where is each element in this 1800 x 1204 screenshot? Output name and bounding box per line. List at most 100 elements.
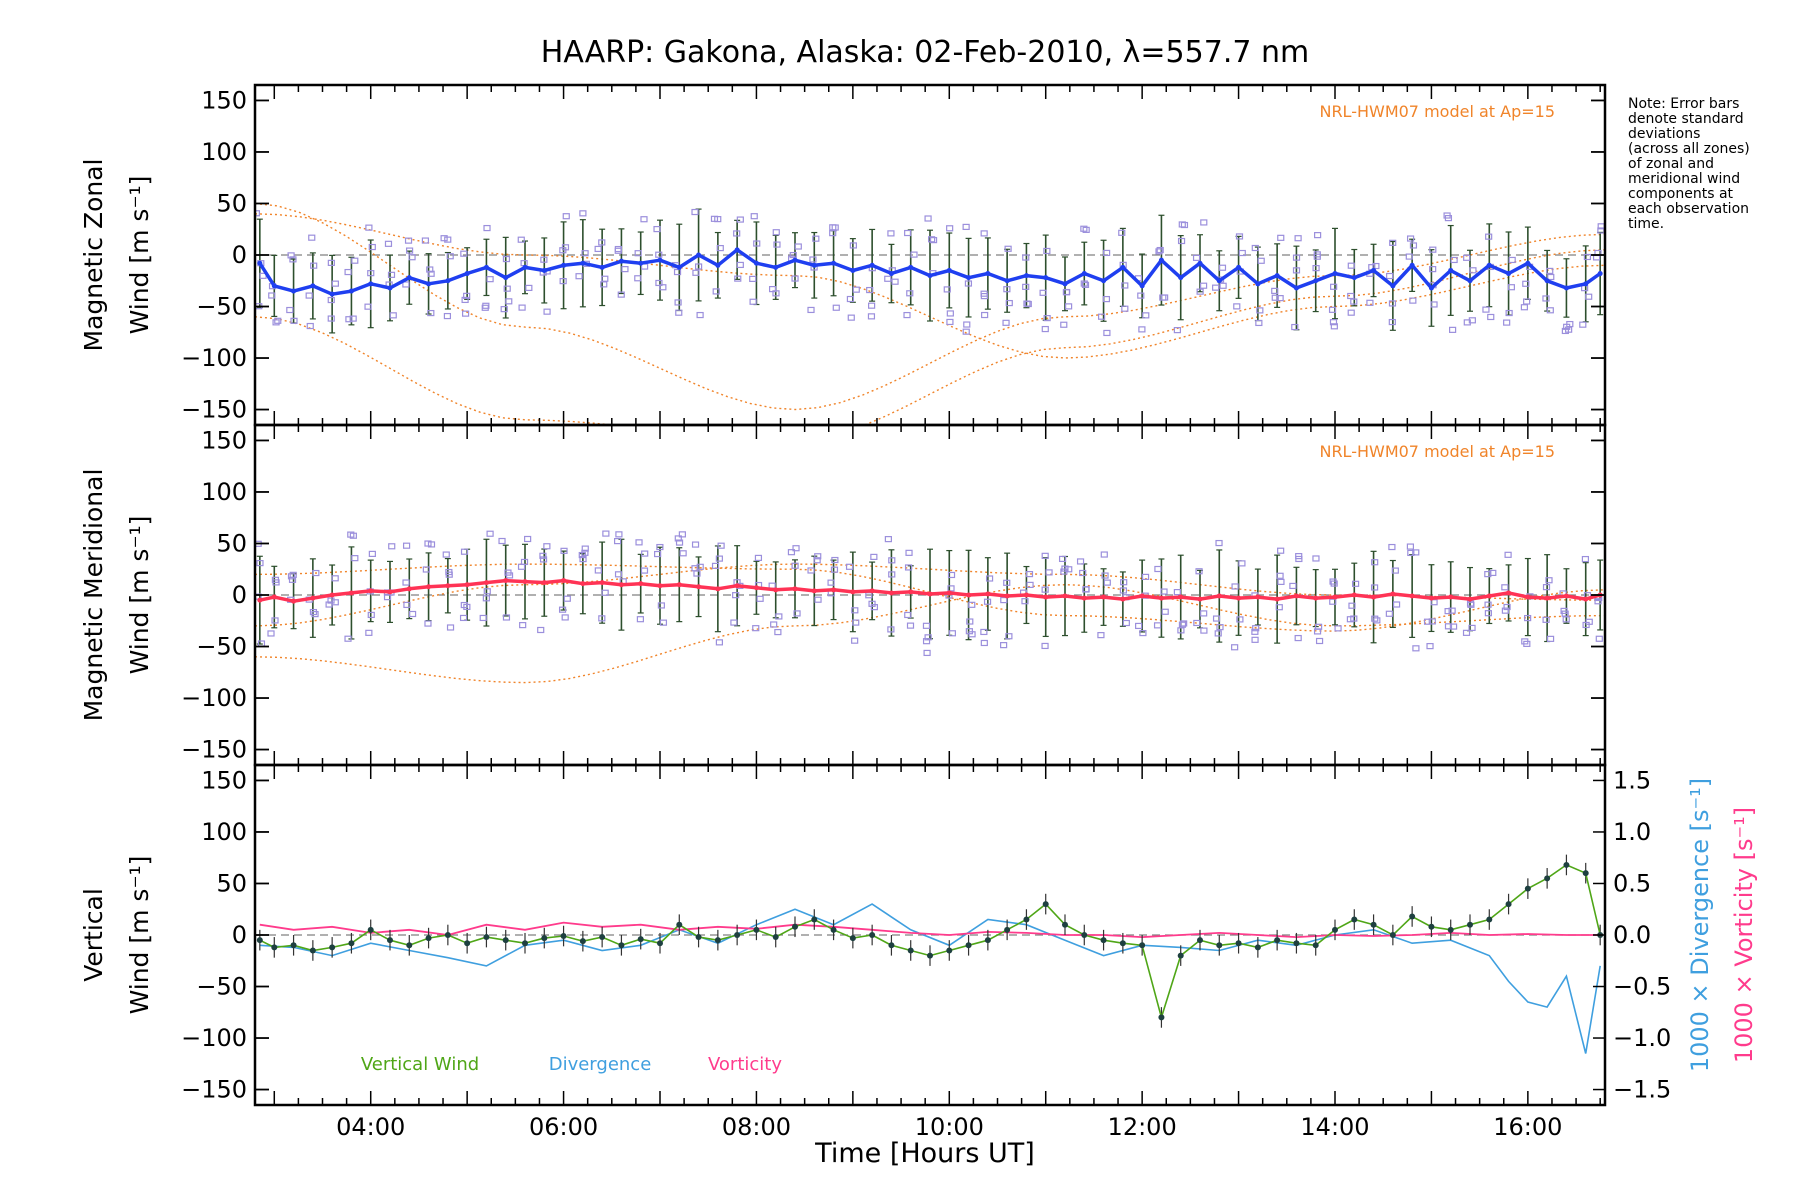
chart-title: HAARP: Gakona, Alaska: 02-Feb-2010, λ=55… bbox=[541, 35, 1309, 70]
zonal-wind-point bbox=[676, 264, 682, 270]
y-tick-label: 100 bbox=[201, 138, 247, 166]
zone-sample bbox=[594, 245, 602, 253]
vertical-wind-point bbox=[984, 937, 991, 944]
zone-sample bbox=[736, 261, 744, 269]
zonal-wind-point bbox=[1597, 271, 1603, 277]
zone-sample bbox=[1103, 249, 1111, 257]
zone-sample bbox=[312, 569, 320, 577]
zone-sample bbox=[255, 210, 260, 217]
zone-sample bbox=[442, 551, 450, 558]
zone-sample bbox=[1524, 614, 1532, 622]
meridional-wind-point bbox=[368, 588, 374, 594]
zone-sample bbox=[1097, 313, 1106, 320]
zone-sample bbox=[1407, 549, 1415, 557]
zone-sample bbox=[714, 216, 722, 223]
zone-sample bbox=[1121, 282, 1129, 289]
zone-sample bbox=[327, 259, 335, 266]
meridional-wind-point bbox=[966, 592, 972, 598]
zone-sample bbox=[891, 278, 899, 285]
zone-sample bbox=[1405, 253, 1413, 260]
zone-sample bbox=[1137, 292, 1145, 299]
zone-sample bbox=[1193, 619, 1201, 627]
zonal-wind-point bbox=[271, 283, 277, 289]
zone-sample bbox=[1594, 598, 1602, 605]
zone-sample bbox=[327, 597, 335, 604]
meridional-wind-point bbox=[657, 583, 663, 589]
vertical-wind-point bbox=[618, 942, 625, 949]
zone-sample bbox=[696, 311, 704, 319]
zone-sample bbox=[787, 549, 796, 556]
zone-sample bbox=[1561, 610, 1569, 617]
zonal-wind-point bbox=[291, 288, 297, 294]
zonal-wind-point bbox=[406, 275, 412, 281]
vertical-wind-point bbox=[1216, 942, 1223, 949]
y-tick-label: −100 bbox=[181, 344, 247, 372]
zonal-wind-point bbox=[541, 267, 547, 273]
meridional-wind-point bbox=[1043, 594, 1049, 600]
legend-item: Vorticity bbox=[708, 1054, 782, 1075]
zone-sample bbox=[1294, 634, 1302, 642]
meridional-wind-point bbox=[1158, 595, 1164, 601]
zonal-wind-point bbox=[696, 252, 702, 258]
y2-tick-label: 1.0 bbox=[1613, 818, 1651, 846]
x-tick-label: 06:00 bbox=[529, 1113, 598, 1141]
zonal-wind-point bbox=[580, 260, 586, 266]
zonal-wind-point bbox=[753, 260, 759, 266]
zone-sample bbox=[271, 617, 279, 624]
zone-sample bbox=[968, 601, 976, 608]
vertical-wind-point bbox=[965, 942, 972, 949]
zone-sample bbox=[1347, 262, 1355, 269]
zone-sample bbox=[517, 236, 525, 243]
y-tick-label: −50 bbox=[196, 973, 247, 1001]
zone-sample bbox=[482, 595, 490, 602]
zone-sample bbox=[867, 313, 876, 320]
zone-sample bbox=[851, 637, 859, 644]
panel-vertical: Vertical Wind Divergence Vorticity 1.5 1.0 0.… bbox=[79, 763, 1758, 1107]
zone-sample bbox=[829, 230, 837, 237]
zone-sample bbox=[943, 286, 951, 293]
zone-sample bbox=[563, 595, 571, 602]
zone-sample bbox=[752, 625, 760, 632]
vertical-wind-point bbox=[502, 937, 509, 944]
vertical-wind-point bbox=[1254, 944, 1261, 951]
zone-sample bbox=[1484, 571, 1492, 578]
zone-sample bbox=[613, 538, 622, 545]
zone-sample bbox=[562, 213, 570, 220]
zonal-wind-point bbox=[1158, 257, 1164, 263]
zone-sample bbox=[286, 306, 294, 314]
zone-sample bbox=[1545, 577, 1553, 584]
zone-sample bbox=[1082, 586, 1090, 593]
zone-sample bbox=[1294, 235, 1302, 242]
zonal-wind-point bbox=[946, 267, 952, 273]
zone-sample bbox=[331, 599, 339, 606]
zone-sample bbox=[1484, 610, 1492, 617]
zone-sample bbox=[561, 614, 569, 621]
zonal-wind-point bbox=[464, 271, 470, 277]
zone-sample bbox=[1045, 569, 1053, 576]
zonal-wind-point bbox=[1101, 278, 1107, 284]
zone-sample bbox=[408, 610, 417, 618]
zonal-wind-point bbox=[1351, 275, 1357, 281]
meridional-wind-point bbox=[1332, 594, 1338, 600]
zone-sample bbox=[1041, 552, 1049, 559]
zone-sample bbox=[1391, 567, 1399, 574]
zone-sample bbox=[1065, 303, 1073, 310]
zone-sample bbox=[1076, 558, 1085, 565]
zone-sample bbox=[655, 251, 663, 258]
zone-sample bbox=[364, 303, 372, 310]
meridional-wind-point bbox=[1544, 595, 1550, 601]
meridional-wind-point bbox=[561, 578, 567, 584]
zone-sample bbox=[634, 275, 642, 282]
zone-sample bbox=[1312, 265, 1320, 272]
zone-sample bbox=[1315, 637, 1324, 645]
vertical-wind-point bbox=[734, 932, 741, 938]
zone-sample bbox=[1561, 327, 1569, 335]
zonal-wind-point bbox=[348, 288, 354, 294]
y-tick-label: 50 bbox=[216, 869, 247, 897]
zone-sample bbox=[1271, 287, 1279, 294]
vertical-wind-point bbox=[792, 923, 798, 930]
zone-sample bbox=[1026, 581, 1034, 588]
y-axis-title: Magnetic Meridional bbox=[79, 469, 108, 722]
zone-sample bbox=[793, 610, 801, 617]
zone-sample bbox=[753, 240, 761, 247]
